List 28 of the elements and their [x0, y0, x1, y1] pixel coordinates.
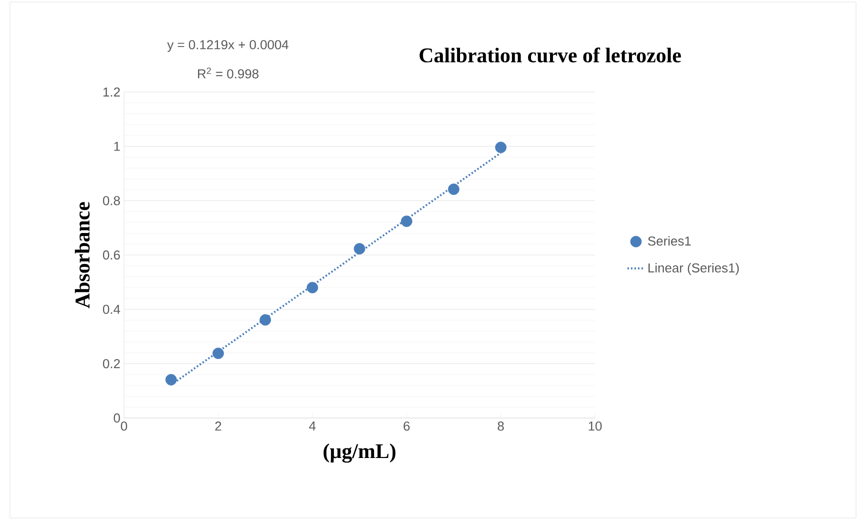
point: [306, 282, 318, 294]
y-tick-label: 0.2: [102, 359, 120, 368]
point: [260, 314, 271, 326]
point: [448, 184, 460, 195]
y-tick-label: 1.2: [103, 87, 120, 97]
x-axis-title: (µg/mL): [324, 444, 396, 463]
legend-label: Linear (Series1): [648, 262, 739, 276]
text: y = 0.1219x + 0.0004: [167, 40, 288, 52]
chart-title: Calibration curve of letrozole: [420, 48, 681, 62]
point: [212, 348, 224, 360]
y-tick-label: 0: [114, 413, 120, 423]
x-tick-label: 10: [588, 422, 602, 431]
point: [354, 243, 366, 254]
point: [400, 216, 412, 228]
x-tick-label: 8: [498, 422, 504, 431]
point: [495, 142, 507, 154]
y-axis-title: Absorbance: [74, 202, 90, 308]
y-tick-label: 0.8: [102, 196, 120, 206]
legend-label: Series1: [648, 236, 691, 246]
y-tick-label: 0.6: [102, 250, 120, 260]
y-tick-label: 0.4: [102, 304, 120, 314]
y-tick-label: 1: [114, 142, 120, 151]
x-tick-label: 2: [215, 422, 222, 431]
x-tick-label: 6: [404, 422, 410, 431]
point: [165, 374, 177, 386]
x-tick-label: 4: [309, 422, 316, 430]
x-tick-label: 0: [120, 422, 128, 431]
text: R$^{2}$ = 0.998: [198, 68, 258, 78]
